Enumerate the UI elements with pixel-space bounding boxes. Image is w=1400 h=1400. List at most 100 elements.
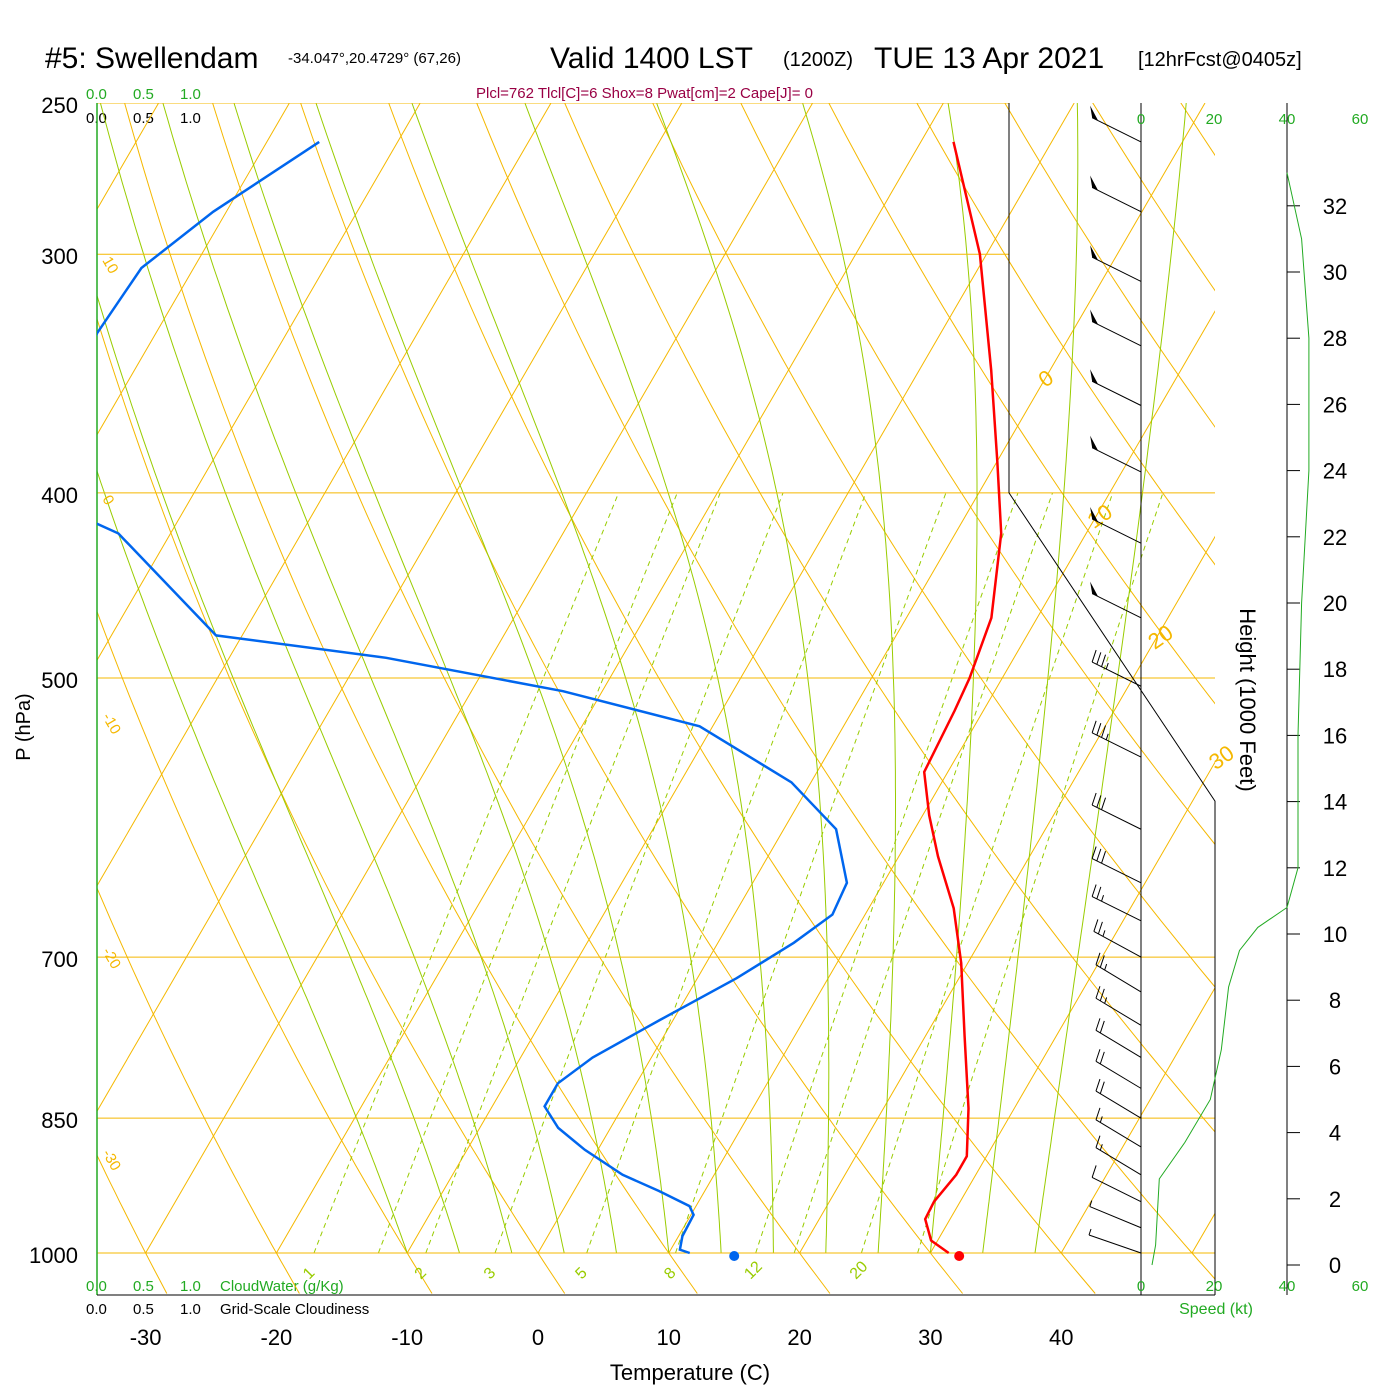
mixing-ratio-line [755,492,1019,1254]
height-tick-label: 24 [1323,459,1347,484]
y-tick-label: 1000 [29,1243,78,1268]
wind-barb-staff [1091,321,1142,347]
cloudwater-label: CloudWater (g/Kg) [220,1278,344,1295]
wind-speed-line [1151,172,1310,1266]
cloud-scale-top-black: 0.0 0.5 1.0 [86,110,201,127]
wind-barb [1095,1049,1142,1089]
y-tick-label: 250 [41,93,78,118]
isotherm-label: 0 [99,492,118,508]
cloud-scale-bottom-black: 0.0 0.5 1.0 Grid-Scale Cloudiness [86,1301,369,1318]
x-tick-label: -10 [391,1325,423,1350]
cloud-scale-tick: 0.5 [133,110,154,127]
wind-barb-feather [1095,1049,1101,1062]
wind-barb [1090,435,1142,473]
wind-barb [1095,952,1142,993]
moist-adiabat [929,103,978,1254]
mixing-ratio-line [494,492,784,1254]
mixing-ratio-line [793,492,1053,1254]
isotherm-label: 20 [1143,620,1177,655]
wind-barb-feather [1095,1018,1101,1031]
speed-axis-title: Speed (kt) [1179,1301,1253,1318]
y-tick-label: 300 [41,244,78,269]
moist-adiabat [1034,103,1187,1254]
y-tick-label: 700 [41,947,78,972]
wind-barb-staff [1091,518,1142,544]
wind-barb-staff [1091,380,1142,406]
dry-adiabat [212,103,831,1294]
cloud-scale-tick: 1.0 [180,1278,201,1295]
wind-barb-feather [1091,720,1097,733]
wind-barb [1091,720,1142,758]
cloud-scale-top-green: 0.0 0.5 1.0 [86,86,201,103]
y-tick-label: 400 [41,483,78,508]
wind-barb-feather [1097,921,1103,935]
height-tick-label: 26 [1323,392,1347,417]
wind-barb [1088,1228,1142,1254]
cloud-scale-tick: 0.5 [133,1301,154,1318]
wind-barb-feather [1095,986,1101,999]
wind-barb-flag [1090,245,1099,261]
dry-adiabat [97,1154,168,1294]
wind-barb-feather [1091,1165,1097,1178]
height-tick-label: 14 [1323,790,1347,815]
background-lines [0,69,1215,1294]
moist-adiabat [982,103,1079,1254]
wind-barb [1090,105,1142,143]
wind-barb-half-feather [1102,930,1106,937]
wind-barb [1090,369,1142,406]
mixing-ratio-label: 2 [412,1264,430,1282]
wind-barb-half-feather [1089,1200,1093,1207]
cloud-scale-tick: 1.0 [180,110,201,127]
wind-panel: 0020204040606032302826242220181614121086… [1088,105,1368,1295]
moist-adiabat [99,103,513,1254]
x-tick-label: 0 [532,1325,544,1350]
moist-adiabat [233,103,617,1254]
plot-right-border [1008,103,1216,1295]
speed-tick-top: 40 [1279,111,1296,128]
moist-adiabat [97,469,408,1254]
dry-adiabat [0,69,34,1293]
x-tick-label: 20 [787,1325,811,1350]
wind-barb-feather [1091,846,1097,859]
wind-barb-feather [1095,1078,1101,1092]
wind-barb-staff [1095,1147,1142,1176]
wind-barb [1095,986,1142,1026]
mixing-ratio-label: 20 [847,1258,872,1283]
x-tick-label: 30 [918,1325,942,1350]
wind-barb-half-feather [1105,733,1109,740]
wind-barb-feather [1099,1020,1105,1034]
wind-barb-staff [1091,256,1142,282]
speed-tick-bottom: 0 [1137,1278,1145,1295]
wind-barb-feather [1096,886,1102,900]
dry-adiabat [564,103,1215,1133]
dry-adiabat [828,103,1215,705]
dry-adiabat [97,317,566,1294]
x-tick-label: -30 [130,1325,162,1350]
isotherm-line [97,103,290,436]
dry-adiabat [916,103,1215,566]
wind-barb-feather [1096,723,1102,736]
wind-barb-feather [1091,792,1097,806]
wind-barb [1095,1078,1142,1119]
surface-temperature-marker [954,1251,965,1261]
wind-barb [1091,846,1142,884]
wind-barb-feather [1096,848,1102,862]
isotherm-line [1191,1212,1215,1254]
wind-barb-staff [1089,1206,1142,1229]
isotherm-label: -30 [99,1146,125,1173]
cloud-scale-tick: 1.0 [180,86,201,103]
cloud-scale-bottom-green: 0.0 0.5 1.0 CloudWater (g/Kg) [86,1278,344,1295]
wind-barb-feather [1096,795,1102,808]
wind-barb [1091,1165,1142,1203]
wind-barb-staff [1091,593,1142,619]
wind-barb [1091,792,1142,830]
wind-barb [1091,884,1142,922]
wind-barb-feather [1101,725,1107,738]
wind-barb-staff [1091,732,1142,758]
cloud-scale-tick: 0.0 [86,86,107,103]
wind-barb-feather [1095,1135,1101,1148]
wind-barb-staff [1093,930,1142,958]
wind-barb [1090,506,1142,544]
wind-barb-staff [1091,117,1142,143]
y-tick-label: 850 [41,1108,78,1133]
